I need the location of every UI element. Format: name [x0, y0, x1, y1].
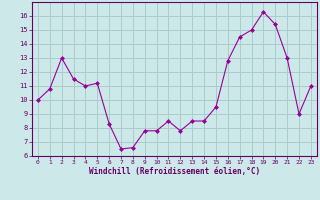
X-axis label: Windchill (Refroidissement éolien,°C): Windchill (Refroidissement éolien,°C) [89, 167, 260, 176]
